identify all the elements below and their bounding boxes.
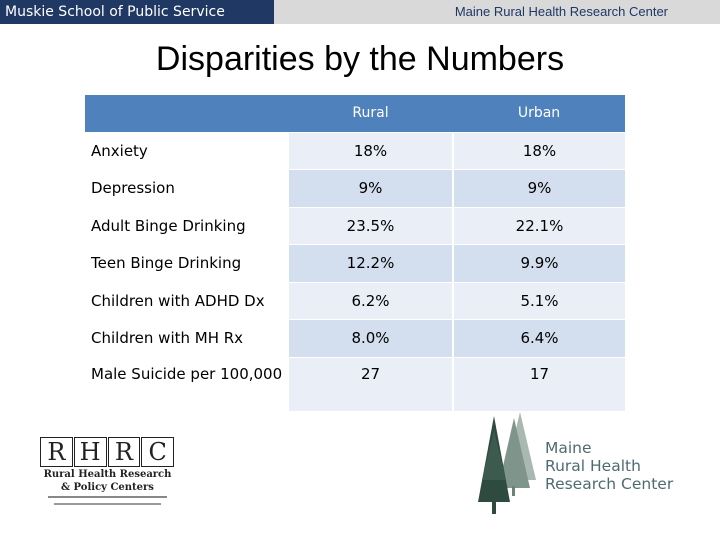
rhrc-letter: R bbox=[40, 437, 73, 467]
table-row: Adult Binge Drinking 23.5% 22.1% bbox=[85, 206, 625, 245]
table-row: Male Suicide per 100,000 27 17 bbox=[85, 356, 625, 411]
rhrc-letter: H bbox=[73, 437, 107, 467]
row-label: Teen Binge Drinking bbox=[85, 244, 288, 282]
table-row: Anxiety 18% 18% bbox=[85, 131, 625, 170]
rural-value: 9% bbox=[287, 169, 453, 207]
rhrc-fine-print-graphic bbox=[48, 496, 167, 505]
urban-value: 9.9% bbox=[452, 244, 625, 282]
table-row: Depression 9% 9% bbox=[85, 169, 625, 207]
center-name: Maine Rural Health Research Center bbox=[454, 4, 668, 19]
table-header-row: Rural Urban bbox=[85, 95, 625, 132]
school-name: Muskie School of Public Service bbox=[0, 0, 274, 24]
rhrc-letter: R bbox=[107, 437, 141, 467]
urban-value: 22.1% bbox=[452, 206, 625, 245]
rhrc-logo: R H R C Rural Health Research & Policy C… bbox=[40, 437, 175, 514]
row-label: Children with ADHD Dx bbox=[85, 281, 288, 320]
urban-value: 5.1% bbox=[452, 281, 625, 320]
header-bar: Muskie School of Public Service Maine Ru… bbox=[0, 0, 720, 24]
column-header-rural: Rural bbox=[288, 95, 453, 132]
disparities-table: Rural Urban Anxiety 18% 18% Depression 9… bbox=[85, 95, 625, 411]
rural-value: 12.2% bbox=[287, 244, 453, 282]
urban-value: 9% bbox=[452, 169, 625, 207]
mrhrc-logo-text: Maine Rural Health Research Center bbox=[545, 439, 673, 493]
urban-value: 18% bbox=[452, 131, 625, 170]
row-label: Anxiety bbox=[85, 131, 288, 170]
rural-value: 27 bbox=[287, 356, 453, 411]
table-row: Children with ADHD Dx 6.2% 5.1% bbox=[85, 281, 625, 320]
mrhrc-line2: Rural Health bbox=[545, 457, 641, 475]
rural-value: 8.0% bbox=[287, 319, 453, 357]
pine-trees-icon bbox=[478, 412, 536, 514]
row-label: Adult Binge Drinking bbox=[85, 206, 288, 245]
rhrc-name-line2: & Policy Centers bbox=[61, 482, 154, 493]
row-label: Depression bbox=[85, 169, 288, 207]
rhrc-letter-boxes: R H R C bbox=[40, 437, 175, 467]
rhrc-letter: C bbox=[141, 437, 174, 467]
urban-value: 6.4% bbox=[452, 319, 625, 357]
row-label: Male Suicide per 100,000 bbox=[85, 356, 288, 411]
urban-value: 17 bbox=[452, 356, 625, 411]
rural-value: 23.5% bbox=[287, 206, 453, 245]
table-row: Children with MH Rx 8.0% 6.4% bbox=[85, 319, 625, 357]
column-header-urban: Urban bbox=[453, 95, 625, 132]
slide-title: Disparities by the Numbers bbox=[155, 40, 565, 78]
rhrc-name-line1: Rural Health Research bbox=[43, 469, 172, 480]
table-row: Teen Binge Drinking 12.2% 9.9% bbox=[85, 244, 625, 282]
mrhrc-line1: Maine bbox=[545, 439, 592, 457]
table-corner-cell bbox=[85, 95, 288, 132]
mrhrc-line3: Research Center bbox=[545, 475, 674, 493]
row-label: Children with MH Rx bbox=[85, 319, 288, 357]
rural-value: 6.2% bbox=[287, 281, 453, 320]
rural-value: 18% bbox=[287, 131, 453, 170]
